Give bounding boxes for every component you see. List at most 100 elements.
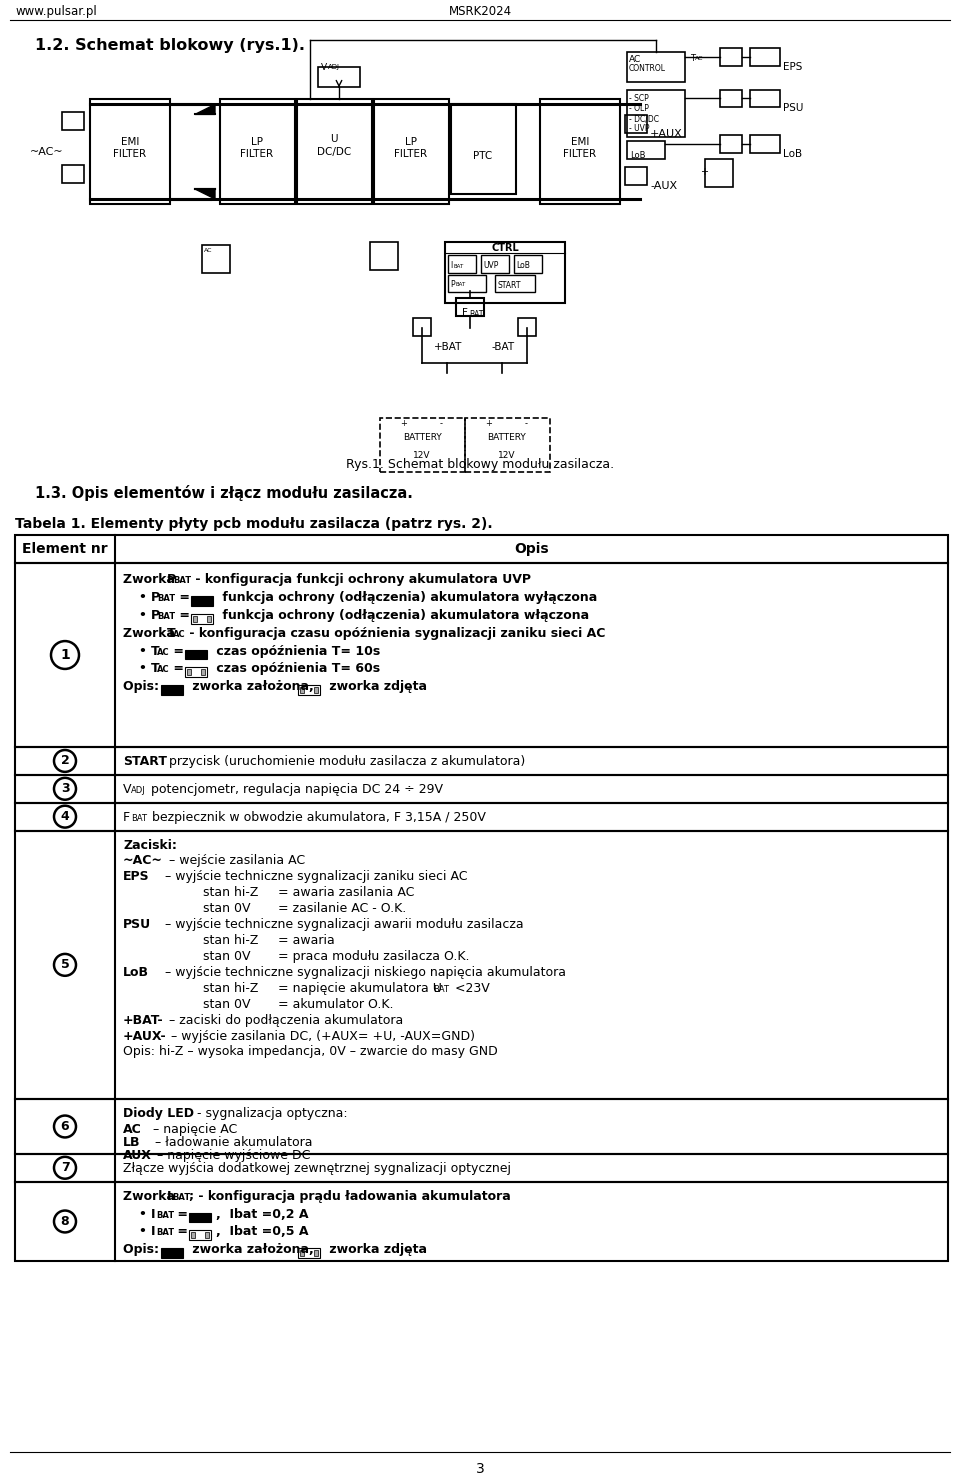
Text: I: I [151, 1208, 156, 1221]
Text: ,  Ibat =0,5 A: , Ibat =0,5 A [216, 1225, 308, 1239]
Bar [750, 90, 780, 108]
Text: P: P [151, 609, 160, 622]
Bar [465, 418, 550, 473]
Bar [191, 596, 213, 606]
Text: •: • [138, 609, 146, 622]
Bar [481, 254, 509, 272]
Text: START: START [497, 281, 520, 290]
Bar [456, 299, 484, 316]
Bar [202, 245, 230, 272]
Text: - DC/DC: - DC/DC [629, 114, 659, 123]
Bar [314, 1250, 318, 1256]
Bar [625, 115, 647, 133]
Text: DC/DC: DC/DC [317, 148, 351, 157]
Text: – napięcie wyjściowe DC: – napięcie wyjściowe DC [149, 1148, 310, 1162]
Text: 7: 7 [60, 1162, 69, 1175]
Text: - UVP: - UVP [629, 124, 650, 133]
Text: – wejście zasilania AC: – wejście zasilania AC [161, 854, 305, 868]
Text: +BAT-: +BAT- [123, 1014, 163, 1027]
Text: AC: AC [173, 630, 185, 638]
Text: Zworka: Zworka [123, 1190, 180, 1203]
Text: Opis: hi-Z – wysoka impedancja, 0V – zwarcie do masy GND: Opis: hi-Z – wysoka impedancja, 0V – zwa… [123, 1045, 497, 1058]
Text: UVP: UVP [483, 260, 498, 269]
Bar [220, 99, 295, 204]
Text: 1.3. Opis elementów i złącz modułu zasilacza.: 1.3. Opis elementów i złącz modułu zasil… [35, 485, 413, 501]
Text: •: • [138, 591, 146, 605]
Polygon shape [195, 189, 215, 200]
Text: LP: LP [251, 137, 263, 148]
Bar [627, 52, 685, 81]
Text: stan 0V: stan 0V [203, 902, 251, 915]
Text: – napięcie AC: – napięcie AC [141, 1123, 237, 1137]
Text: PSU: PSU [783, 103, 804, 114]
Bar [298, 1249, 320, 1258]
Text: Tabela 1. Elementy płyty pcb modułu zasilacza (patrz rys. 2).: Tabela 1. Elementy płyty pcb modułu zasi… [15, 517, 492, 531]
Bar [62, 112, 84, 130]
Text: T: T [151, 644, 159, 658]
Text: =: = [175, 609, 194, 622]
Text: = praca modułu zasilacza O.K.: = praca modułu zasilacza O.K. [278, 950, 469, 964]
Text: www.pulsar.pl: www.pulsar.pl [15, 4, 97, 18]
Text: AC: AC [204, 248, 212, 253]
Text: EMI: EMI [121, 137, 139, 148]
Text: ,  Ibat =0,2 A: , Ibat =0,2 A [216, 1208, 308, 1221]
Text: czas opóźnienia T= 60s: czas opóźnienia T= 60s [212, 662, 380, 675]
Text: 5: 5 [60, 958, 69, 971]
Text: Zworka: Zworka [123, 573, 180, 585]
Text: Opis: Opis [515, 542, 549, 556]
Polygon shape [195, 105, 215, 114]
Text: Opis:: Opis: [123, 1243, 163, 1256]
Bar [62, 166, 84, 183]
Text: =: = [173, 1225, 192, 1239]
Text: 12V: 12V [498, 451, 516, 460]
Bar [298, 686, 320, 695]
Text: stan hi-Z: stan hi-Z [203, 981, 258, 995]
Text: AC: AC [695, 56, 704, 61]
Bar [205, 1233, 209, 1239]
Text: I: I [151, 1225, 156, 1239]
Bar [187, 670, 191, 675]
Text: F: F [462, 309, 468, 318]
Bar [627, 142, 665, 160]
Text: =: = [173, 1208, 192, 1221]
Text: = zasilanie AC - O.K.: = zasilanie AC - O.K. [278, 902, 406, 915]
Text: 1.2. Schemat blokowy (rys.1).: 1.2. Schemat blokowy (rys.1). [35, 38, 305, 53]
Text: = awaria: = awaria [278, 934, 335, 947]
Bar [750, 136, 780, 154]
Text: 12V: 12V [413, 451, 431, 460]
Text: START: START [123, 755, 167, 769]
Text: potencjometr, regulacja napięcia DC 24 ÷ 29V: potencjometr, regulacja napięcia DC 24 ÷… [147, 783, 443, 795]
Text: LP: LP [405, 137, 417, 148]
Bar [161, 686, 183, 695]
Bar [705, 160, 733, 188]
Text: EPS: EPS [123, 871, 150, 884]
Text: ADJ: ADJ [131, 786, 146, 795]
Text: U: U [330, 134, 338, 145]
Text: – wyjście techniczne sygnalizacji zaniku sieci AC: – wyjście techniczne sygnalizacji zaniku… [153, 871, 468, 884]
Text: ADJ: ADJ [328, 64, 340, 69]
Bar [445, 242, 565, 303]
Text: FILTER: FILTER [395, 149, 427, 160]
Bar [189, 1231, 211, 1240]
Bar [625, 167, 647, 185]
Text: -BAT: -BAT [492, 343, 516, 352]
Bar [514, 254, 542, 272]
Bar [185, 668, 207, 677]
Text: Rys.1. Schemat blokowy modułu zasilacza.: Rys.1. Schemat blokowy modułu zasilacza. [346, 458, 614, 470]
Bar [15, 1100, 948, 1154]
Text: V: V [123, 783, 132, 795]
Text: BAT: BAT [433, 984, 449, 993]
Text: - SCP: - SCP [629, 95, 649, 103]
Bar [191, 1233, 195, 1239]
Text: 8: 8 [60, 1215, 69, 1228]
Text: T: T [151, 662, 159, 675]
Bar [15, 1154, 948, 1182]
Text: zworka założona,: zworka założona, [188, 680, 323, 693]
Text: -: - [440, 418, 443, 427]
Bar [495, 275, 535, 293]
Text: – wyjście zasilania DC, (+AUX= +U, -AUX=GND): – wyjście zasilania DC, (+AUX= +U, -AUX=… [167, 1030, 475, 1042]
Bar [720, 47, 742, 65]
Bar [451, 105, 516, 194]
Bar [161, 1249, 183, 1258]
Text: stan hi-Z: stan hi-Z [203, 887, 258, 899]
